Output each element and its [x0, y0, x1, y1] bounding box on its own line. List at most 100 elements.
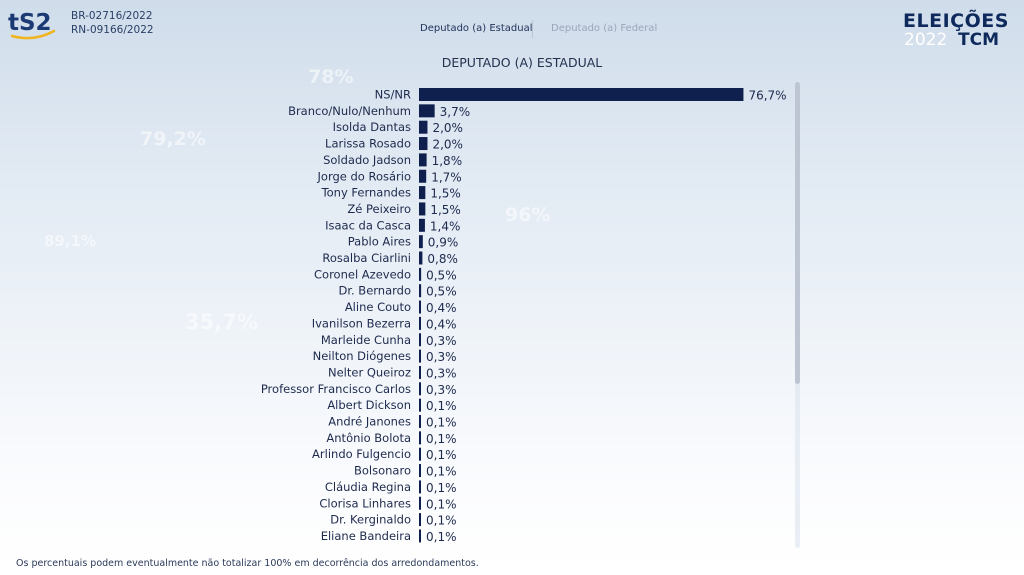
value-label: 0,1% [426, 497, 457, 511]
scrollbar-thumb[interactable] [795, 82, 800, 384]
value-label: 0,9% [428, 236, 459, 250]
background-number: 89,1% [44, 232, 97, 250]
tab-deputado-estadual[interactable]: Deputado (a) Estadual [420, 23, 533, 34]
background-number: 79,2% [140, 128, 206, 150]
bar [419, 415, 421, 428]
tab-bar: Deputado (a) Estadual Deputado (a) Feder… [0, 20, 1024, 38]
value-label: 0,1% [426, 514, 457, 528]
value-label: 2,0% [432, 121, 463, 135]
bar [419, 365, 421, 379]
value-label: 1,8% [432, 154, 463, 168]
value-label: 2,0% [432, 138, 463, 152]
bar [419, 88, 744, 101]
category-label: Branco/Nulo/Nenhum [288, 104, 411, 118]
value-label: 0,8% [427, 252, 458, 266]
category-label: Cláudia Regina [325, 480, 411, 494]
category-label: Bolsonaro [354, 464, 411, 478]
bar [419, 104, 435, 118]
bar [419, 153, 427, 167]
category-label: NS/NR [375, 88, 411, 102]
category-label: Rosalba Ciarlini [322, 251, 411, 265]
value-label: 0,5% [426, 268, 457, 282]
value-label: 1,7% [431, 170, 462, 184]
category-label: Dr. Bernardo [338, 284, 411, 298]
category-label: Ivanilson Bezerra [312, 316, 411, 330]
category-label: Arlindo Fulgencio [312, 447, 411, 461]
registration-line: RN-09166/2022 [71, 24, 154, 36]
value-label: 0,4% [426, 317, 457, 331]
bar [419, 218, 425, 232]
bar [419, 464, 421, 478]
bar [419, 120, 428, 134]
category-label: Clorisa Linhares [319, 496, 411, 510]
bar [419, 186, 426, 200]
value-label: 0,3% [426, 350, 457, 364]
bar [419, 333, 421, 347]
category-label: Jorge do Rosário [317, 169, 411, 183]
brand-logo: ELEIÇÕES 2022 TCM [903, 10, 1009, 50]
value-label: 0,4% [426, 301, 457, 315]
value-label: 1,5% [430, 187, 461, 201]
bar [419, 235, 423, 249]
background-number: 35,7% [185, 310, 258, 334]
bar [419, 251, 423, 265]
category-label: André Janones [328, 415, 411, 429]
value-label: 0,1% [426, 416, 457, 430]
category-label: Coronel Azevedo [314, 267, 411, 281]
bar [419, 202, 426, 216]
category-label: Soldado Jadson [323, 153, 411, 167]
category-label: Isolda Dantas [333, 120, 411, 134]
bar [419, 447, 421, 461]
category-label: Pablo Aires [348, 235, 411, 249]
category-label: Aline Couto [345, 300, 411, 314]
category-label: Dr. Kerginaldo [330, 513, 411, 527]
bar [419, 529, 421, 543]
chart-scrollbar[interactable] [795, 82, 800, 548]
category-label: Isaac da Casca [325, 218, 411, 232]
ts2-logo: tS2 [8, 10, 56, 40]
brand-year: 2022 [904, 30, 948, 50]
tab-separator [532, 20, 533, 38]
value-label: 0,1% [426, 432, 457, 446]
registration-info: BR-02716/2022 RN-09166/2022 [71, 9, 154, 37]
category-label: Neilton Diógenes [313, 349, 411, 363]
category-label: Tony Fernandes [321, 186, 411, 200]
value-label: 3,7% [440, 105, 471, 119]
chart-title: DEPUTADO (A) ESTADUAL [441, 55, 603, 70]
bar [419, 513, 421, 527]
value-label: 0,3% [426, 366, 457, 380]
tab-deputado-federal[interactable]: Deputado (a) Federal [551, 23, 658, 34]
bar [419, 316, 421, 330]
value-label: 0,1% [426, 448, 457, 462]
value-label: 0,3% [426, 334, 457, 348]
svg-text:tS2: tS2 [8, 10, 52, 36]
bar [419, 300, 421, 314]
value-label: 1,5% [430, 203, 461, 217]
brand-tcm: TCM [958, 30, 999, 50]
bar [419, 267, 422, 281]
value-label: 1,4% [430, 219, 461, 233]
background-number: 96% [505, 204, 551, 226]
bar [419, 169, 427, 183]
bar [419, 480, 421, 494]
bar [419, 398, 421, 412]
bar [419, 431, 421, 445]
category-label: Larissa Rosado [325, 137, 411, 151]
bar [419, 496, 421, 510]
category-label: Marleide Cunha [321, 333, 411, 347]
value-label: 0,1% [426, 481, 457, 495]
value-label: 0,3% [426, 383, 457, 397]
bar [419, 349, 421, 363]
value-label: 76,7% [748, 89, 786, 103]
bar [419, 137, 428, 151]
category-label: Zé Peixeiro [347, 202, 411, 216]
category-label: Professor Francisco Carlos [261, 382, 411, 396]
registration-line: BR-02716/2022 [71, 10, 153, 22]
bar [419, 284, 422, 298]
value-label: 0,5% [426, 285, 457, 299]
value-label: 0,1% [426, 399, 457, 413]
value-label: 0,1% [426, 530, 457, 544]
brand-title: ELEIÇÕES [903, 10, 1009, 32]
category-label: Nelter Queiroz [328, 365, 411, 379]
bar [419, 382, 421, 396]
